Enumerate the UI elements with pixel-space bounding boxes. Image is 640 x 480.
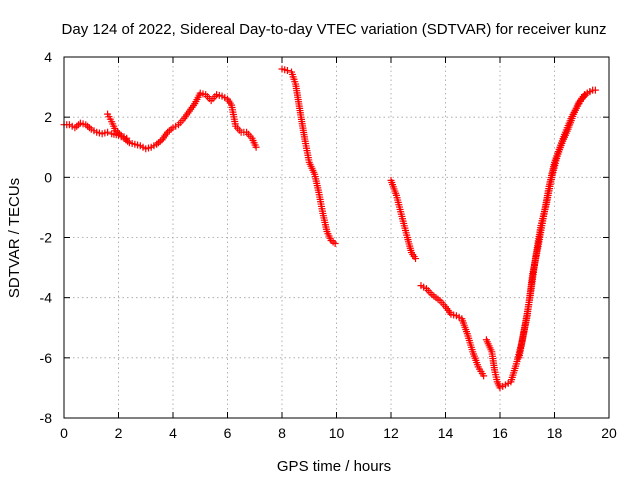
x-tick-label: 16 (492, 425, 508, 441)
x-tick-label: 18 (547, 425, 563, 441)
tick-labels: 0 2 4 6 8 10 12 14 16 18 20 -8 -6 -4 -2 0 2 4 (40, 49, 617, 441)
x-tick-label: 12 (383, 425, 399, 441)
x-tick-label: 8 (278, 425, 286, 441)
series-arc1 (60, 89, 260, 153)
data-point (480, 372, 488, 380)
data-point (123, 134, 131, 142)
y-tick-label: -8 (40, 410, 53, 426)
data-point (591, 86, 599, 94)
data-point (252, 143, 260, 151)
y-tick-label: 2 (44, 109, 52, 125)
series-arc1-branch (104, 110, 131, 142)
x-tick-label: 2 (115, 425, 123, 441)
x-tick-label: 20 (601, 425, 617, 441)
data-point (586, 88, 594, 96)
x-tick-label: 6 (224, 425, 232, 441)
y-tick-label: 0 (44, 169, 52, 185)
x-axis-label: GPS time / hours (277, 458, 391, 475)
x-tick-label: 4 (169, 425, 177, 441)
plot-frame (63, 56, 610, 419)
x-tick-label: 10 (329, 425, 345, 441)
data-marks (60, 65, 599, 392)
series-arc4 (417, 282, 488, 380)
x-tick-label: 14 (438, 425, 454, 441)
y-tick-label: -2 (40, 230, 53, 246)
grid (64, 57, 609, 418)
data-point (283, 67, 291, 75)
y-tick-label: 4 (44, 49, 52, 65)
data-point (412, 255, 420, 263)
data-point (104, 128, 112, 136)
series-arc3 (387, 176, 420, 263)
data-point (331, 240, 339, 248)
y-tick-label: -4 (40, 290, 53, 306)
series-arc2 (278, 65, 339, 248)
y-tick-label: -6 (40, 350, 53, 366)
x-tick-label: 0 (60, 425, 68, 441)
series-arc5-branch (515, 88, 594, 362)
chart-title: Day 124 of 2022, Sidereal Day-to-day VTE… (62, 21, 607, 38)
y-axis-label: SDTVAR / TECUs (6, 178, 23, 298)
